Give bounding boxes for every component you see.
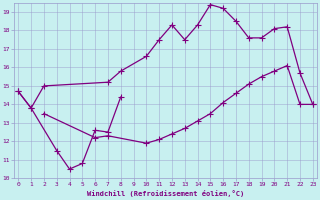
X-axis label: Windchill (Refroidissement éolien,°C): Windchill (Refroidissement éolien,°C): [87, 190, 244, 197]
